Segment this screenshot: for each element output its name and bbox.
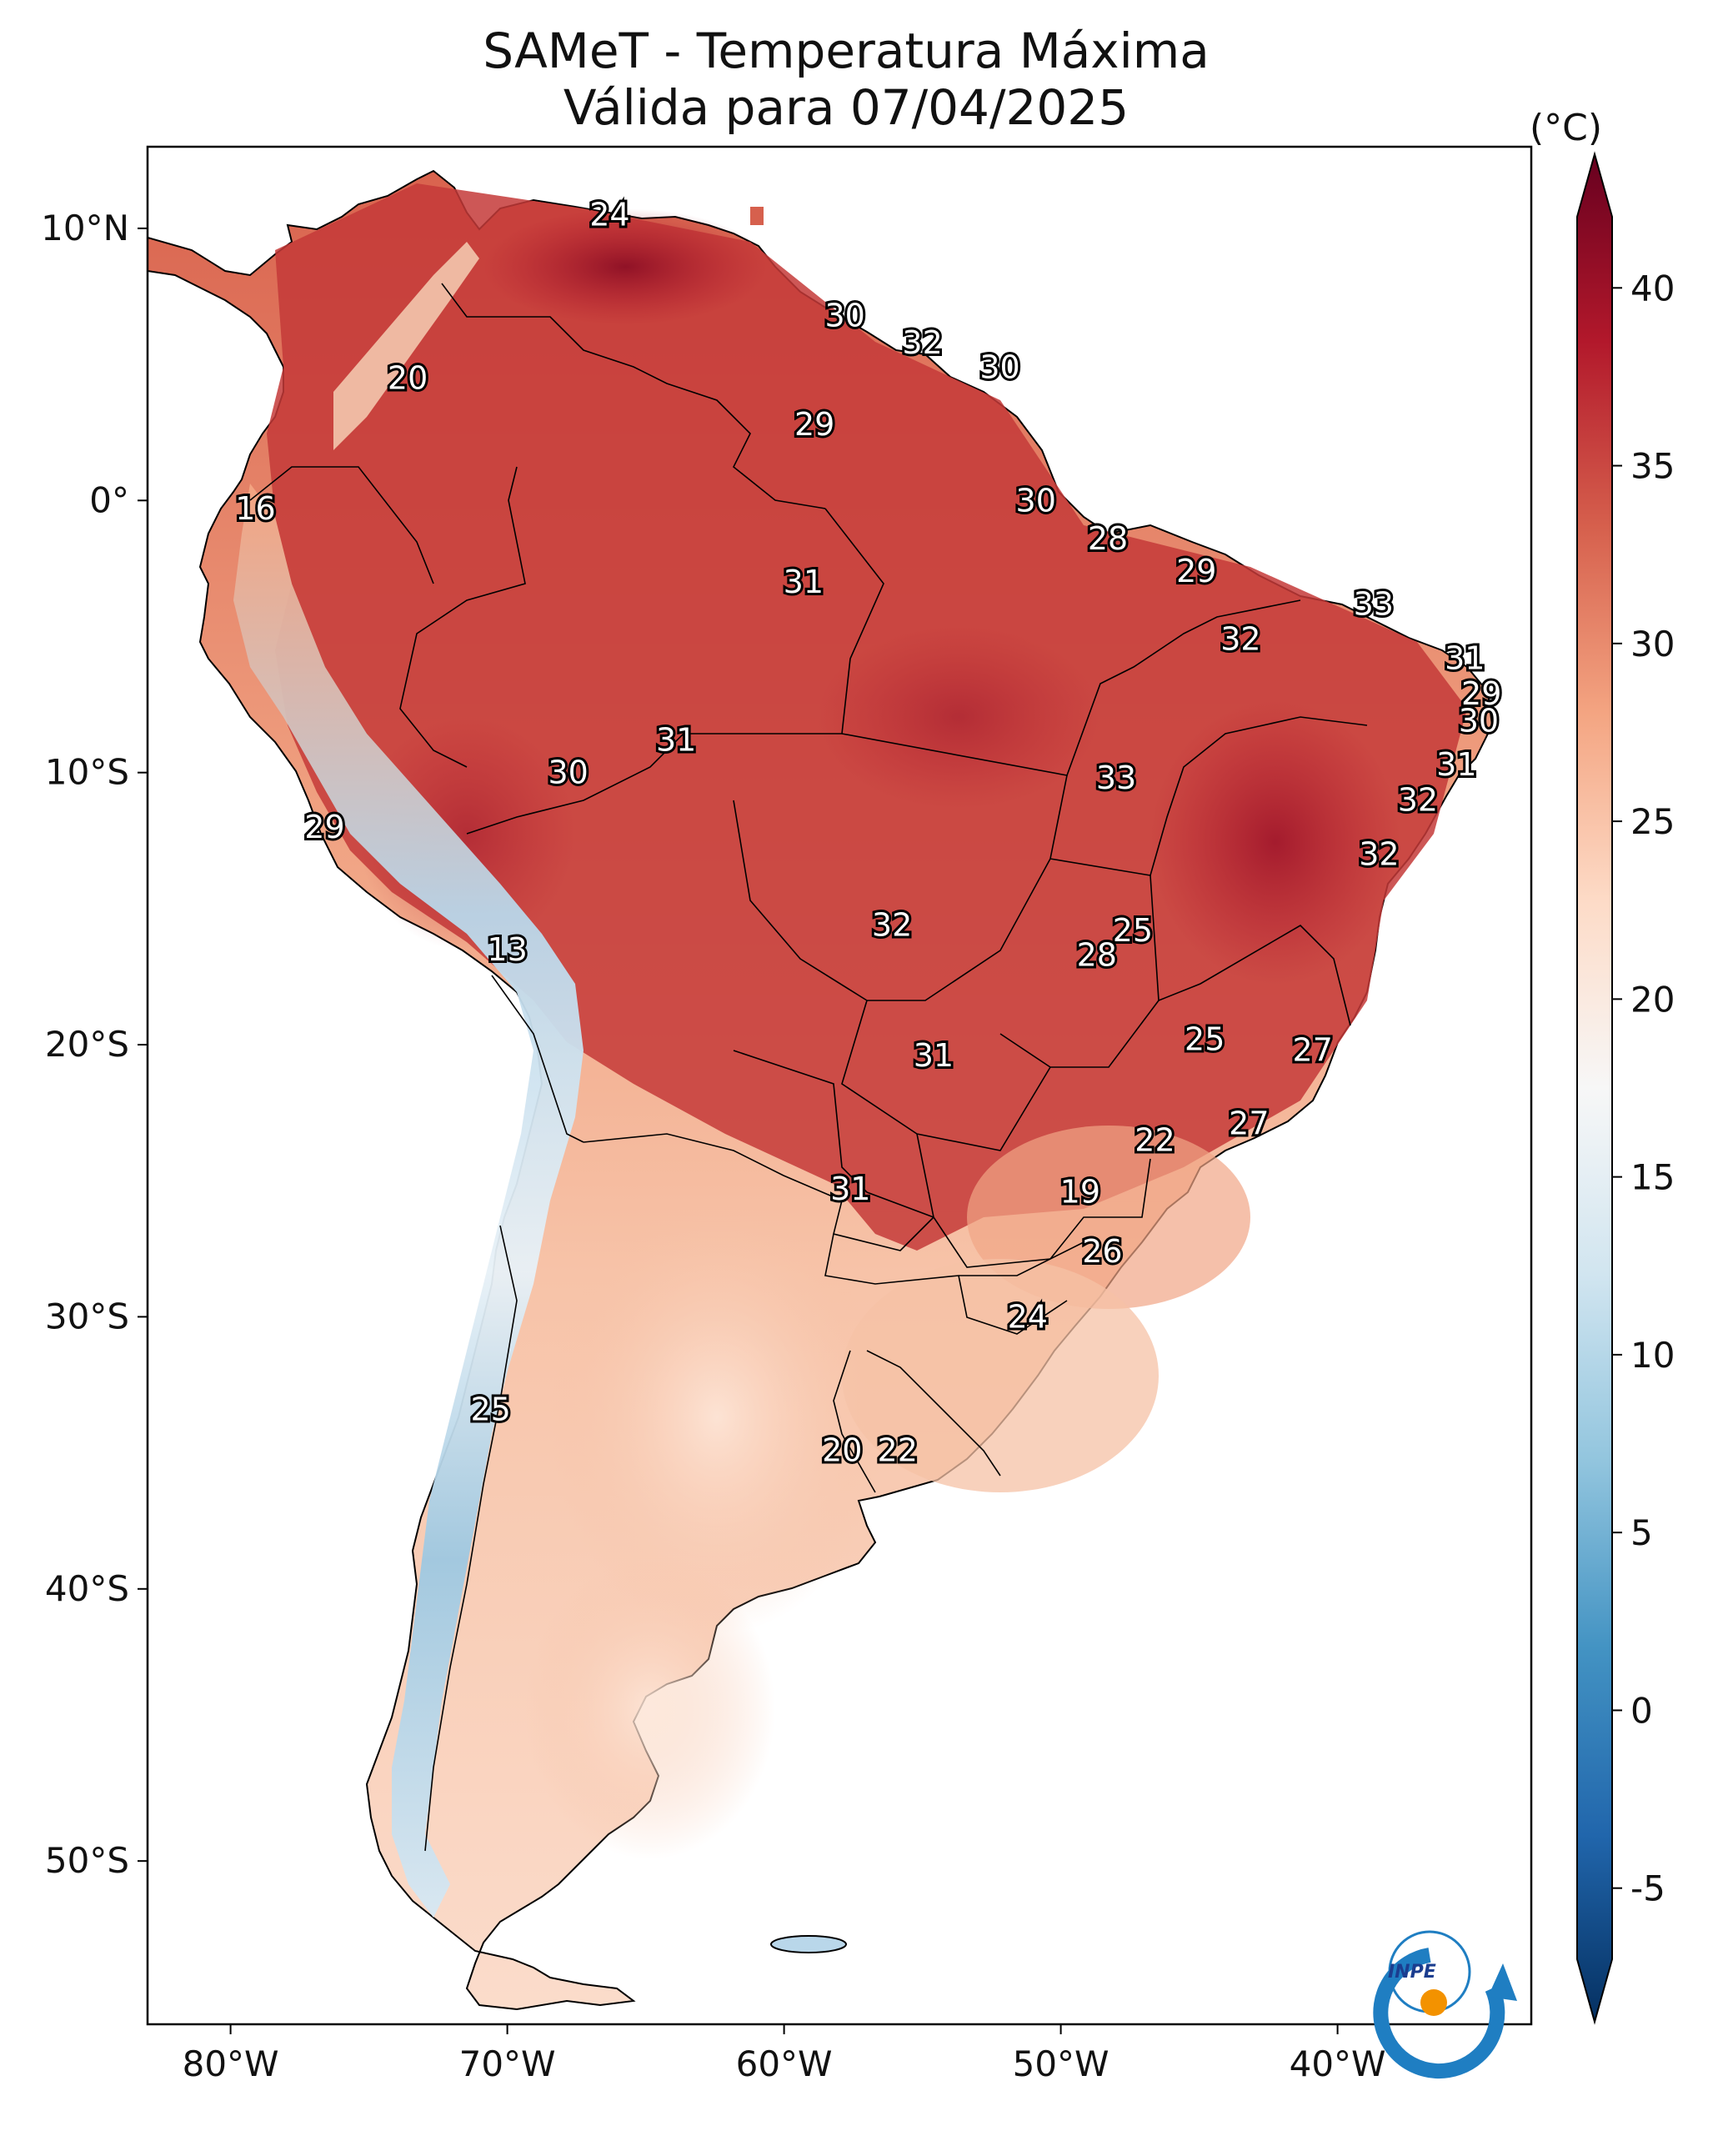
inpe-logo: INPE [1373,1930,1517,2079]
hotspot-bahia [1150,700,1400,984]
andes-cold-strip [233,484,584,1918]
country-borders [249,283,1368,1852]
station-value: 31 [914,1037,954,1074]
station-value: 32 [872,906,912,943]
map-title: SAMeT - Temperatura Máxima [483,23,1210,79]
station-value: 27 [1293,1032,1333,1069]
lat-tick-label: 10°N [41,208,129,248]
station-value: 16 [235,490,275,527]
station-value: 28 [1077,936,1117,973]
logo-arc [1373,1948,1505,2079]
lon-tick-label: 40°W [1290,2043,1386,2084]
andes-north-strip [333,242,479,450]
station-value: 31 [830,1171,870,1207]
longitude-axis: 80°W 70°W 60°W 50°W 40°W [183,2024,1386,2084]
station-value: 31 [1445,640,1485,677]
colorbar-tick-label: -5 [1630,1868,1665,1909]
colorbar-ticks: 40 35 30 25 20 15 10 5 0 -5 [1612,268,1675,1909]
lat-tick-label: 20°S [45,1024,129,1065]
station-value: 20 [822,1431,862,1468]
falkland-islands [770,1935,847,1953]
logo-text: INPE [1388,1962,1436,1983]
colorbar-tick-label: 10 [1630,1335,1675,1376]
station-value: 32 [902,324,942,361]
patagonia-zone [525,1559,775,1859]
station-value: 32 [1398,781,1438,818]
station-value: 29 [1461,675,1501,712]
station-value: 24 [1008,1298,1048,1335]
station-value: 33 [1096,760,1136,796]
station-value: 22 [878,1431,918,1468]
colorbar-tick-label: 5 [1630,1512,1653,1553]
station-value: 32 [1220,621,1260,658]
colorbar-tick-label: 20 [1630,979,1675,1020]
logo-dot [1420,1989,1447,2016]
station-value: 19 [1060,1173,1100,1210]
station-value: 25 [471,1391,511,1427]
hotspot-venezuela [483,208,767,325]
colorbar-unit: (°C) [1530,107,1603,149]
colorbar: 40 35 30 25 20 15 10 5 0 -5 [1576,151,1675,2025]
station-value: 31 [1436,746,1476,783]
station-value: 25 [1185,1021,1225,1058]
station-value: 33 [1354,585,1394,622]
colorbar-tick-label: 35 [1630,446,1675,487]
station-value: 29 [794,406,834,443]
colorbar-tick-label: 15 [1630,1157,1675,1198]
lon-tick-label: 60°W [736,2043,833,2084]
station-value: 29 [304,809,344,845]
station-value: 31 [784,564,824,600]
station-value: 25 [1113,912,1153,949]
station-value: 30 [1459,703,1499,740]
trinidad-island [750,207,764,225]
lat-tick-label: 0° [89,479,129,520]
logo-arrow [1488,1963,1517,2001]
pampas-zone [550,1201,884,1634]
continent-layer [148,169,1494,2011]
lon-tick-label: 70°W [459,2043,556,2084]
colorbar-tick-label: 40 [1630,268,1675,308]
lat-tick-label: 40°S [45,1568,129,1609]
lon-tick-label: 50°W [1013,2043,1109,2084]
colorbar-tick-label: 25 [1630,801,1675,842]
lon-tick-label: 80°W [183,2043,279,2084]
latitude-axis: 10°N 0° 10°S 20°S 30°S 40°S 50°S [41,208,148,1881]
cool-south-brazil [842,1259,1159,1492]
map-subtitle: Válida para 07/04/2025 [563,79,1129,136]
lat-tick-label: 10°S [45,752,129,793]
station-value: 20 [388,359,428,396]
hotspot-central [817,625,1100,809]
station-value: 29 [1176,553,1216,589]
map-frame [146,145,1533,2026]
station-value: 32 [1359,836,1399,873]
station-value: 30 [979,348,1019,385]
colorbar-tick-label: 0 [1630,1690,1653,1731]
lat-tick-label: 30°S [45,1296,129,1336]
station-value: 22 [1134,1121,1175,1158]
lat-tick-label: 50°S [45,1840,129,1881]
colorbar-body [1576,151,1613,2025]
colorbar-tick-label: 30 [1630,624,1675,664]
station-value: 30 [548,755,588,791]
station-value: 27 [1229,1106,1269,1142]
station-value: 13 [487,931,527,968]
station-value: 31 [656,722,696,759]
station-value: 28 [1088,520,1128,557]
station-value: 30 [1016,482,1056,519]
station-value: 30 [824,297,864,333]
station-value: 26 [1082,1233,1122,1270]
station-value: 24 [589,197,629,233]
